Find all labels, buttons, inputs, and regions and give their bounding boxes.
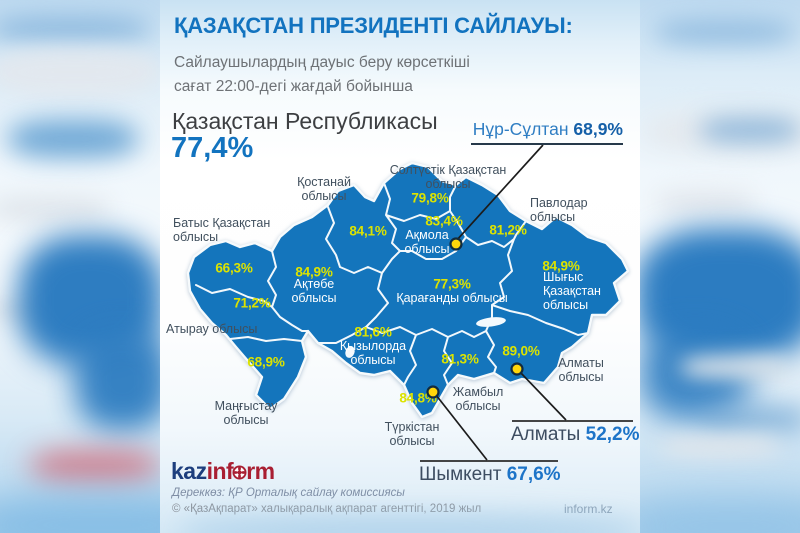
region-value-east-kazakhstan: 84,9% xyxy=(542,258,580,274)
callout-almaty: Алматы 52,2% xyxy=(511,424,640,446)
region-value-kyzylorda: 81,6% xyxy=(354,324,392,340)
region-value-mangystau: 68,9% xyxy=(247,354,285,370)
region-value-pavlodar: 81,2% xyxy=(489,222,527,238)
bg-smudge xyxy=(0,16,150,42)
bg-smudge xyxy=(700,406,800,432)
bg-smudge xyxy=(680,356,790,378)
callout-nur-sultan: Нұр-Сұлтан 68,9% xyxy=(470,119,623,140)
bg-smudge xyxy=(620,498,800,533)
bg-map-blur-left xyxy=(75,330,170,430)
bg-smudge xyxy=(0,48,160,96)
page-subtitle: Сайлаушылардың дауыс беру көрсеткіші сағ… xyxy=(174,54,470,96)
region-label-west-kazakhstan: Батыс Қазақстан облысы xyxy=(173,216,271,244)
region-value-west-kazakhstan: 66,3% xyxy=(215,260,253,276)
bg-smudge xyxy=(700,118,800,142)
lake-aral xyxy=(345,346,355,358)
region-value-akmola: 83,4% xyxy=(425,213,463,229)
region-label-almaty-region: Алматы облысы xyxy=(558,356,604,384)
region-label-kyzylorda: Қызылорда облысы xyxy=(339,339,407,367)
logo-text-kaz: kaz xyxy=(171,458,207,484)
page-title: ҚАЗАҚСТАН ПРЕЗИДЕНТІ САЙЛАУЫ: xyxy=(174,13,573,38)
region-label-zhambyl: Жамбыл облысы xyxy=(452,385,504,413)
national-label: Қазақстан Республикасы xyxy=(172,108,438,134)
city-value: 67,6% xyxy=(506,464,561,485)
region-value-turkestan: 84,8% xyxy=(399,390,437,406)
region-label-kostanay: Қостанай облысы xyxy=(297,175,351,203)
region-value-zhambyl: 81,3% xyxy=(441,351,479,367)
city-name: Шымкент xyxy=(419,464,502,485)
bg-smudge xyxy=(660,436,780,456)
city-value: 52,2% xyxy=(585,424,640,445)
bg-smudge xyxy=(8,120,138,158)
bg-logo-blur xyxy=(30,450,160,482)
region-value-north-kazakhstan: 79,8% xyxy=(411,190,449,206)
region-label-aktobe: Ақтөбе облысы xyxy=(291,277,337,305)
region-label-north-kazakhstan: Солтүстік Қазақстан облысы xyxy=(389,163,507,191)
logo-text-inf: inf xyxy=(206,458,234,484)
copyright-note: © «ҚазАқпарат» халықаралық ақпарат агент… xyxy=(172,503,482,515)
city-value: 68,9% xyxy=(573,119,623,139)
region-value-aktobe: 84,9% xyxy=(295,264,333,280)
kazinform-logo: kazinf rm xyxy=(171,458,275,485)
region-value-almaty-region: 89,0% xyxy=(502,343,540,359)
region-label-atyrau: Атырау облысы xyxy=(166,322,258,336)
region-value-karaganda: 77,3% xyxy=(433,276,471,292)
inform-kz-watermark: inform.kz xyxy=(564,502,613,516)
region-label-mangystau: Маңғыстау облысы xyxy=(214,399,278,427)
region-value-atyrau: 71,2% xyxy=(233,295,271,311)
bg-smudge xyxy=(180,516,640,533)
region-label-turkestan: Түркістан облысы xyxy=(384,420,440,448)
national-turnout-value: 77,4% xyxy=(171,132,254,164)
bg-smudge xyxy=(0,196,110,222)
region-label-east-kazakhstan: Шығыс Қазақстан облысы xyxy=(543,270,601,312)
city-name: Алматы xyxy=(511,424,581,445)
bg-smudge xyxy=(655,190,755,214)
flower-icon xyxy=(232,465,247,480)
source-note: Дереккөз: ҚР Орталық сайлау комиссиясы xyxy=(172,487,405,499)
lake-balkhash xyxy=(476,317,506,327)
region-label-akmola: Ақмола облысы xyxy=(404,228,450,256)
region-label-karaganda: Қарағанды облысы xyxy=(396,291,508,305)
callout-shymkent: Шымкент 67,6% xyxy=(419,464,561,486)
bg-smudge xyxy=(655,20,795,44)
region-value-kostanay: 84,1% xyxy=(349,223,387,239)
logo-text-rm: rm xyxy=(246,458,275,484)
region-label-pavlodar: Павлодар облысы xyxy=(530,196,588,224)
city-name: Нұр-Сұлтан xyxy=(472,119,569,139)
